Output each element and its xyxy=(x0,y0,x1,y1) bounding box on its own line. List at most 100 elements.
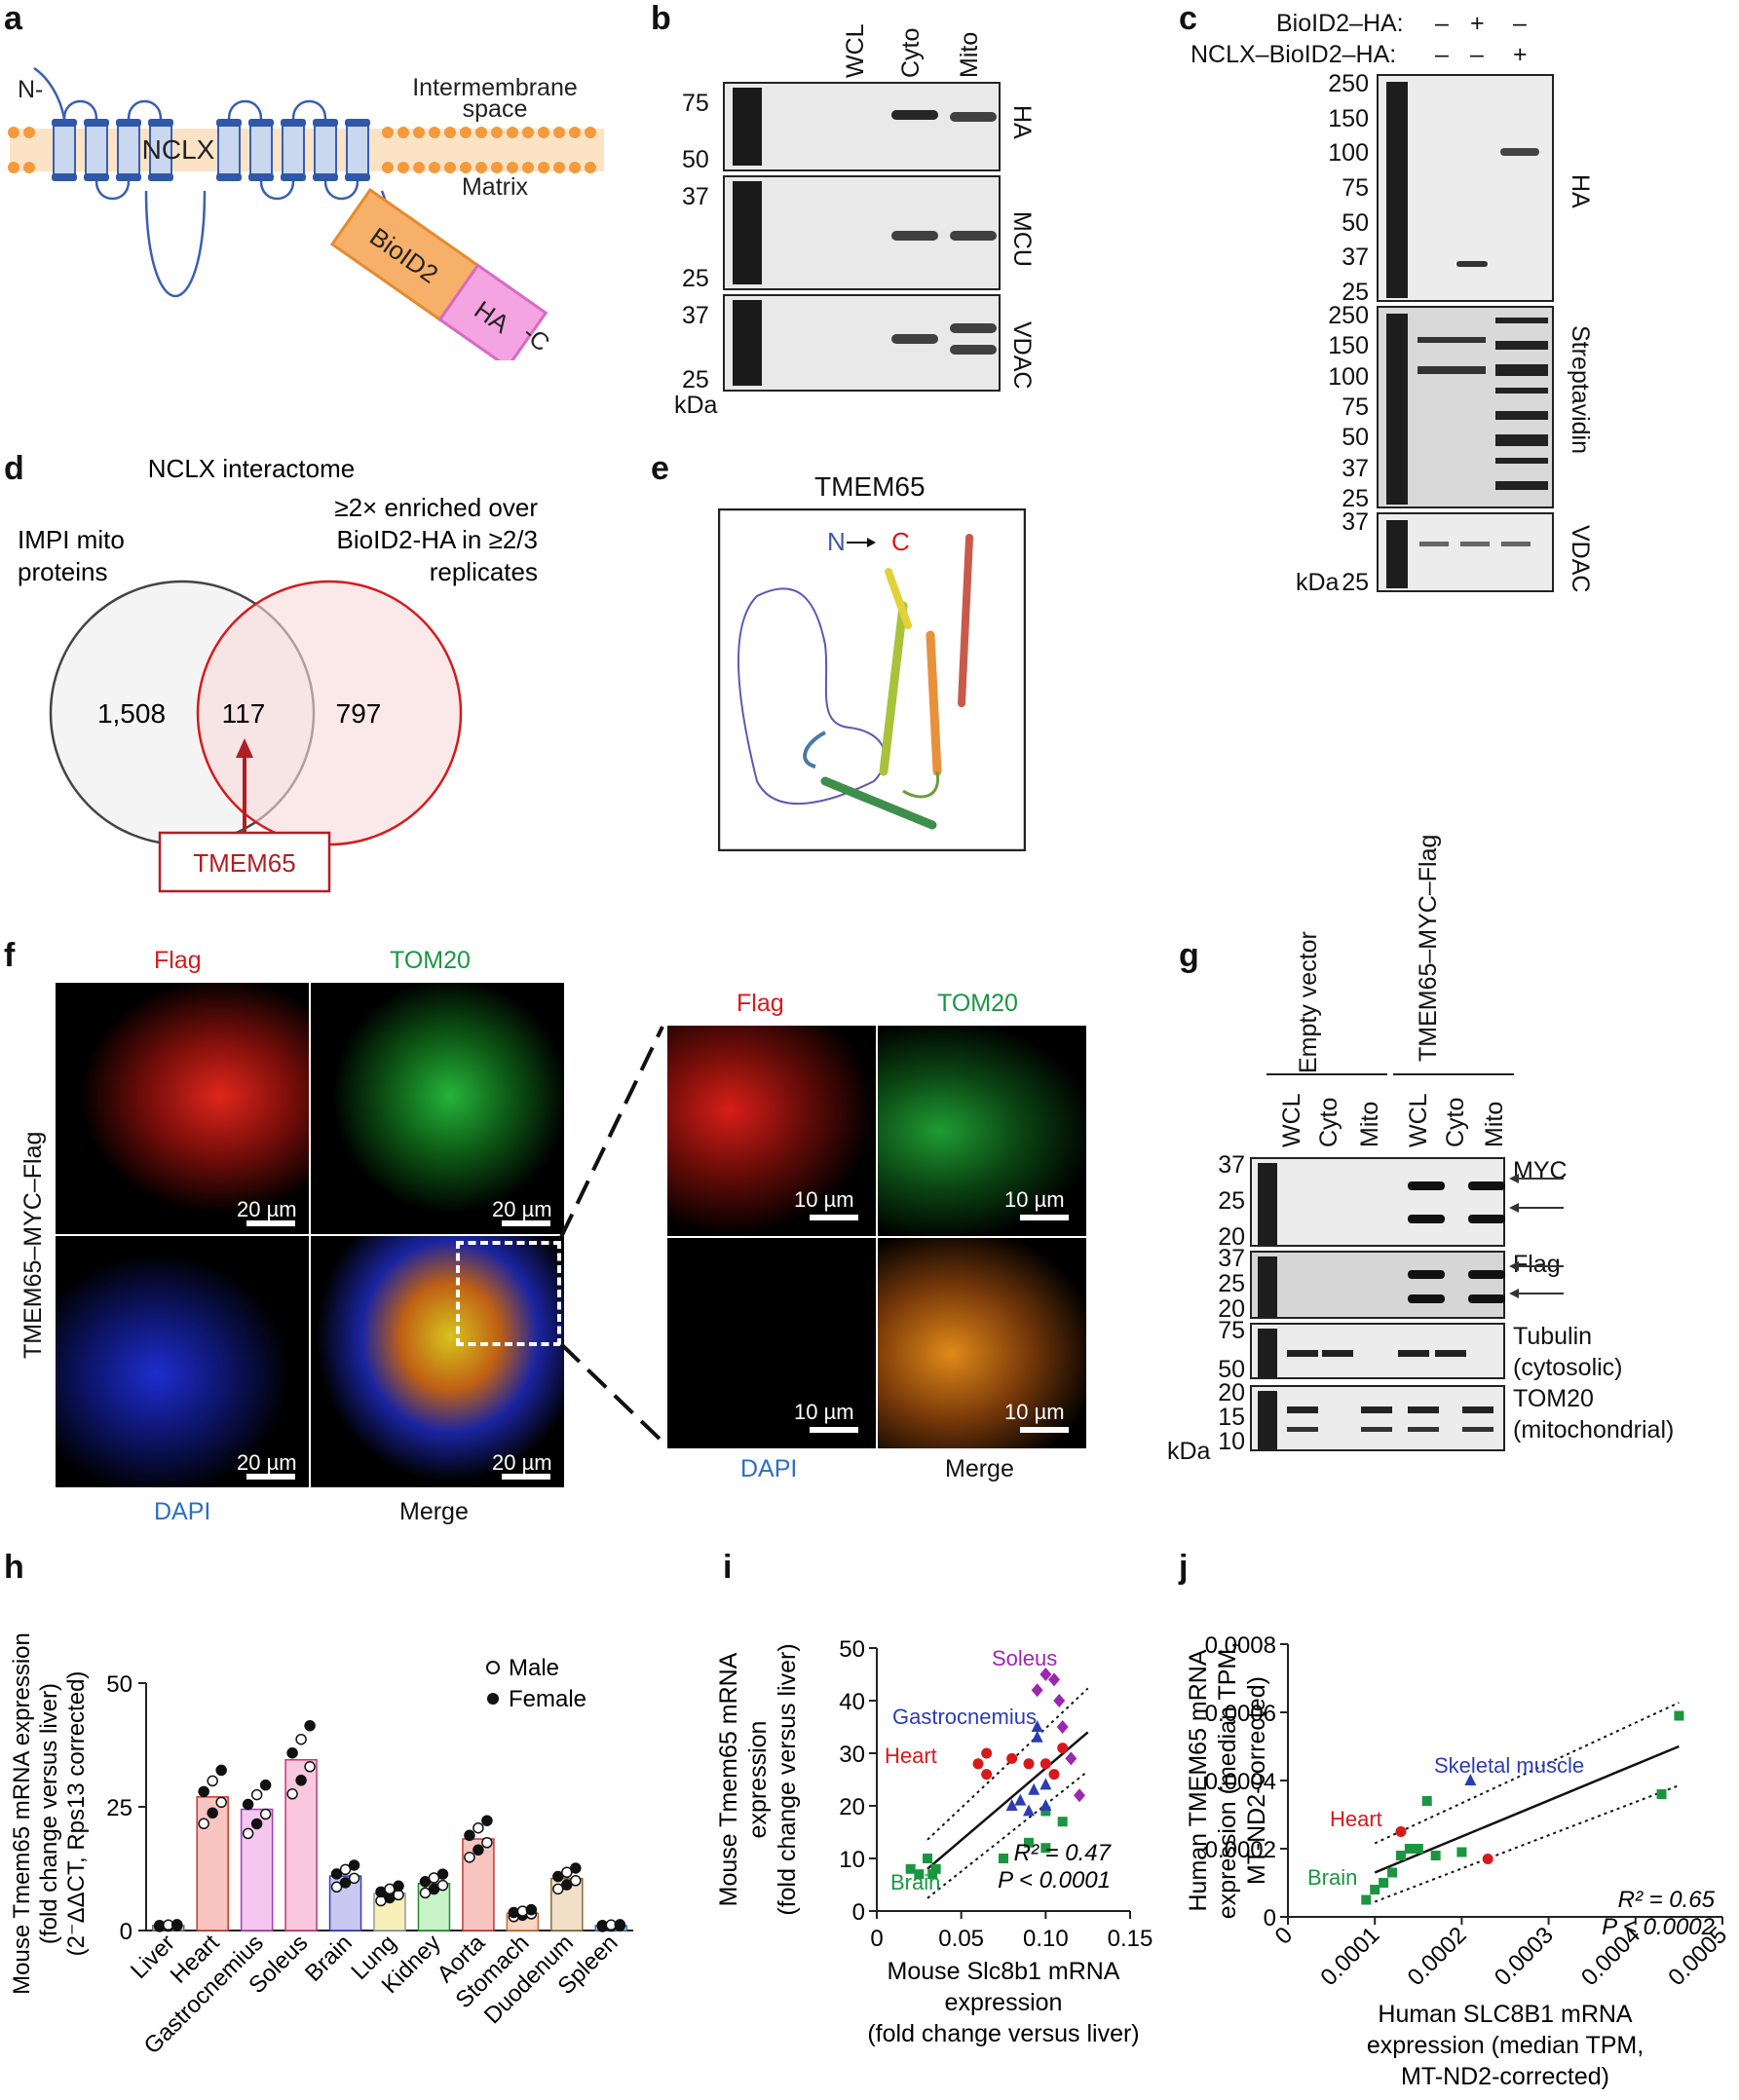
blot-vdac xyxy=(723,294,1001,392)
data-point xyxy=(614,1919,626,1931)
mw-marker: 75 xyxy=(1342,174,1369,202)
ladder xyxy=(1258,1163,1277,1245)
band xyxy=(1468,1181,1505,1190)
scale-bar xyxy=(810,1215,858,1220)
y-axis-label: expression xyxy=(744,1721,772,1839)
data-point xyxy=(1040,1806,1051,1817)
x-tick-label: 0 xyxy=(870,1926,883,1952)
band xyxy=(950,345,997,355)
scale-bar-label: 10 µm xyxy=(794,1187,854,1212)
data-point xyxy=(1056,1720,1069,1734)
data-point xyxy=(927,1869,938,1880)
data-point xyxy=(295,1733,307,1745)
flag-label: Flag xyxy=(154,947,202,974)
zoom-micrograph-dapi: 10 µm xyxy=(666,1237,877,1449)
sign: – xyxy=(1435,10,1449,37)
data-point xyxy=(552,1883,564,1895)
mw-marker: 50 xyxy=(1342,424,1369,452)
data-point xyxy=(1031,1683,1043,1698)
panel-label-g: g xyxy=(1179,937,1199,974)
y-tick-label: 50 xyxy=(839,1636,865,1663)
series-label: Brain xyxy=(890,1870,940,1894)
panel-label-c: c xyxy=(1179,0,1197,37)
data-point xyxy=(464,1852,475,1863)
data-point xyxy=(339,1877,352,1889)
band xyxy=(1361,1426,1392,1432)
y-axis-label: (fold change versus liver) xyxy=(36,1683,62,1944)
mw-marker: 150 xyxy=(1328,104,1369,132)
mw-marker: 37 xyxy=(1342,244,1369,272)
mw-marker: 25 xyxy=(682,366,709,394)
data-point xyxy=(1006,1752,1018,1764)
data-point xyxy=(1361,1894,1372,1905)
band xyxy=(950,111,997,122)
data-point xyxy=(981,1747,993,1759)
mw-marker: 20 xyxy=(1218,1295,1245,1323)
band xyxy=(1468,1294,1505,1304)
y-tick-label: 0 xyxy=(1264,1905,1276,1931)
band xyxy=(1462,1406,1493,1414)
ladder xyxy=(1386,314,1408,505)
ladder xyxy=(1258,1329,1277,1377)
zoom-box xyxy=(456,1241,561,1346)
band xyxy=(891,110,938,121)
scale-bar xyxy=(1020,1427,1069,1433)
x-axis-label: MT-ND2-corrected) xyxy=(1401,2063,1609,2090)
y-axis-label: (fold change versus liver) xyxy=(774,1643,801,1915)
data-point xyxy=(330,1881,343,1894)
lane-label: Cyto xyxy=(1315,1097,1342,1147)
zoom-micrograph-merge: 10 µm xyxy=(877,1237,1087,1449)
fit-line xyxy=(1374,1744,1680,1874)
x-tick-label: 0.05 xyxy=(938,1926,984,1952)
mw-marker: 20 xyxy=(1218,1379,1245,1406)
ci-lower xyxy=(1374,1784,1680,1903)
mw-marker: 75 xyxy=(682,90,709,117)
data-point xyxy=(198,1785,209,1798)
data-point xyxy=(330,1868,343,1880)
band xyxy=(1287,1350,1318,1358)
y-axis-label: Mouse Tmem65 mRNA expression xyxy=(9,1632,35,1995)
band xyxy=(1322,1350,1353,1358)
y-tick-label: 0.0006 xyxy=(1205,1701,1276,1727)
panel-label-h: h xyxy=(4,1549,24,1586)
blot-label: Streptavidin xyxy=(1567,325,1594,455)
mw-marker: 150 xyxy=(1328,332,1369,360)
data-point xyxy=(1031,1730,1043,1743)
x-tick-label: 0.0003 xyxy=(1490,1922,1559,1991)
panel-label-i: i xyxy=(723,1549,733,1586)
data-point xyxy=(295,1775,307,1786)
venn-title: NCLX interactome xyxy=(148,454,355,483)
y-tick-label: 0 xyxy=(852,1899,865,1926)
construct-label: TMEM65–MYC–Flag xyxy=(19,1131,47,1359)
band xyxy=(891,334,938,344)
scale-bar-label: 10 µm xyxy=(794,1400,854,1424)
tom20-label: TOM20 xyxy=(390,947,471,974)
venn-right-label-1: ≥2× enriched over xyxy=(334,493,538,522)
scale-bar-label: 20 µm xyxy=(492,1450,552,1475)
n-term-label: N xyxy=(827,527,846,556)
data-point xyxy=(1065,1751,1077,1766)
x-axis-label: expression xyxy=(945,1989,1063,2016)
data-point xyxy=(436,1868,449,1880)
band xyxy=(1408,1294,1445,1304)
data-point xyxy=(1040,1799,1052,1811)
venn-right-label-3: replicates xyxy=(430,557,538,586)
data-point xyxy=(473,1844,484,1856)
micrograph-tom20: 20 µm xyxy=(310,982,565,1235)
x-axis-label: Mouse Slc8b1 mRNA xyxy=(888,1958,1120,1985)
venn-left-label-2: proteins xyxy=(18,557,108,586)
stat-label: P < 0.0002 xyxy=(1602,1914,1715,1940)
series-label: Heart xyxy=(1330,1807,1382,1831)
x-axis-label: expression (median TPM, xyxy=(1367,2032,1644,2059)
tmem65-structure: N C xyxy=(718,508,1026,851)
category-label: Brain xyxy=(300,1930,358,1987)
panel-label-d: d xyxy=(4,450,24,487)
series-label: Heart xyxy=(885,1744,937,1768)
data-point xyxy=(1456,1847,1467,1857)
zoom-tom20-label: TOM20 xyxy=(937,990,1018,1017)
band xyxy=(1408,1215,1445,1224)
mw-marker: 20 xyxy=(1218,1223,1245,1251)
legend-male: Male xyxy=(509,1655,559,1681)
panel-label-f: f xyxy=(4,937,16,974)
series-label: Soleus xyxy=(992,1646,1057,1670)
